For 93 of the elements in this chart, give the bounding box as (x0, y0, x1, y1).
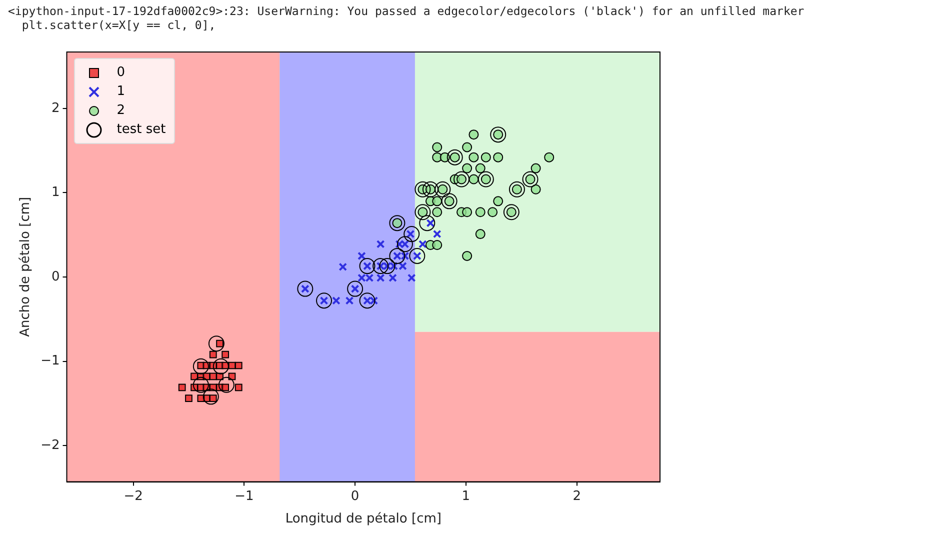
point (530, 184, 541, 194)
point (345, 296, 354, 305)
text: plt.scatter(x=X[y == cl, 0], (20, 18, 217, 32)
point (454, 171, 470, 188)
point (370, 296, 378, 305)
point (185, 394, 192, 402)
point (419, 215, 436, 232)
point (398, 262, 407, 270)
point (332, 296, 340, 305)
x-tick-label: 1 (462, 488, 470, 504)
point (316, 292, 332, 309)
point (190, 372, 198, 380)
point (475, 207, 486, 218)
point (490, 126, 506, 143)
point (358, 274, 366, 282)
x-axis-title: Longitud de pétalo [cm] (285, 512, 442, 527)
point (388, 274, 397, 282)
point (192, 376, 209, 393)
point (222, 350, 230, 358)
point (409, 248, 426, 264)
point (414, 204, 431, 220)
point (347, 280, 364, 297)
legend-label: 1 (116, 84, 126, 99)
legend-label: test set (116, 122, 166, 137)
point (462, 250, 472, 261)
point (376, 240, 385, 248)
text: <ipython-input-17-192dfa0002c9>:23: UserWarning: You passed a edgecolor/edgecolors ('black') for an unfilled marker (8, 4, 804, 18)
point (359, 292, 376, 309)
point (297, 280, 314, 297)
point (522, 171, 538, 188)
y-tick-label: −1 (40, 354, 60, 369)
point (503, 204, 520, 220)
point (396, 236, 413, 252)
point (493, 196, 504, 206)
point (441, 193, 458, 210)
x-tick-label: −2 (124, 488, 143, 504)
point (468, 152, 479, 162)
point (488, 207, 498, 218)
point (178, 384, 186, 392)
y-tick-label: 2 (51, 100, 60, 116)
point (432, 142, 442, 152)
point (202, 388, 219, 405)
point (234, 384, 242, 392)
point (493, 152, 504, 162)
point (338, 262, 348, 272)
point (462, 163, 472, 174)
point (400, 252, 410, 260)
point (358, 252, 366, 260)
y-axis-title: Ancho de pétalo [cm] (18, 196, 34, 337)
point (434, 181, 451, 198)
point (475, 229, 486, 240)
point (376, 274, 385, 282)
point (462, 207, 472, 218)
legend-label: 0 (116, 65, 126, 80)
point (414, 181, 431, 198)
point (218, 376, 234, 393)
point (432, 207, 442, 218)
point (389, 248, 406, 264)
point (390, 262, 398, 270)
y-tick-label: 0 (51, 269, 60, 284)
point (359, 258, 376, 274)
point (462, 142, 472, 152)
point (407, 274, 416, 282)
point (379, 258, 396, 274)
point (530, 163, 541, 174)
point (404, 226, 420, 242)
point (432, 196, 442, 206)
point (372, 258, 389, 274)
point (468, 130, 479, 140)
point (365, 274, 374, 282)
point (446, 149, 463, 166)
point (432, 230, 442, 238)
point (478, 171, 494, 188)
point (480, 152, 491, 162)
point (234, 362, 242, 370)
x-tick-label: 0 (350, 488, 360, 504)
point (212, 358, 229, 374)
point (508, 181, 525, 198)
legend-label: 2 (116, 103, 126, 118)
point (422, 181, 438, 198)
point (418, 240, 427, 248)
point (192, 358, 209, 374)
y-tick-label: −2 (40, 438, 60, 453)
x-tick-label: 2 (572, 488, 581, 504)
point (208, 336, 224, 352)
point (475, 163, 486, 174)
y-tick-label: 1 (51, 185, 60, 200)
point (389, 215, 406, 232)
point (432, 240, 442, 250)
point (468, 174, 479, 184)
point (209, 350, 217, 358)
x-tick-label: −1 (234, 488, 254, 504)
point (544, 152, 554, 162)
